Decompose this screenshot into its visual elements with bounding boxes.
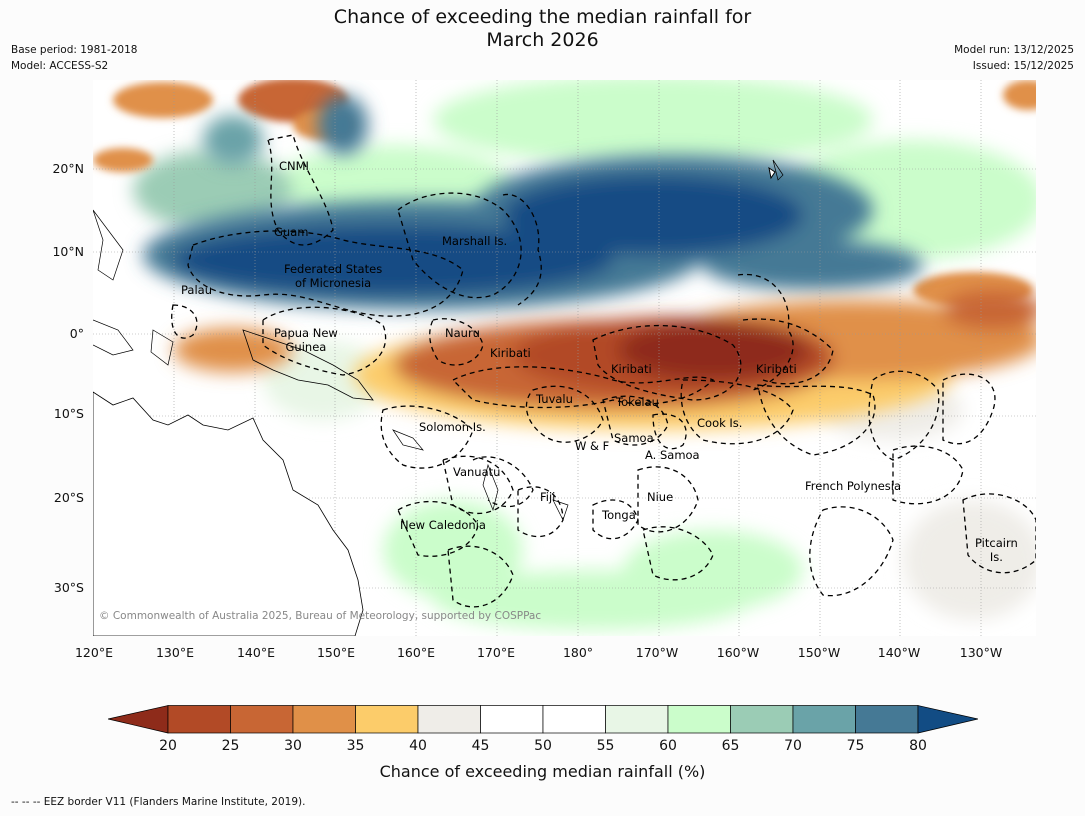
colorbar-extension-high bbox=[917, 705, 978, 734]
region-label-fsm[interactable]: Federated States of Micronesia bbox=[284, 262, 382, 290]
colorbar-tick-label: 55 bbox=[596, 738, 615, 754]
map-graticule bbox=[93, 80, 1036, 636]
colorbar-cell bbox=[792, 705, 856, 734]
lon-label-170e: 170°E bbox=[476, 645, 515, 660]
colorbar-tick-label: 50 bbox=[534, 738, 552, 754]
lon-label-150w: 150°W bbox=[797, 645, 841, 660]
lon-label-130e: 130°E bbox=[155, 645, 194, 660]
colorbar-cell bbox=[542, 705, 606, 734]
colorbar-tick-label: 60 bbox=[659, 738, 677, 754]
lon-label-140w: 140°W bbox=[877, 645, 921, 660]
eez-footnote: -- -- -- EEZ border V11 (Flanders Marine… bbox=[11, 796, 306, 808]
colorbar-cell bbox=[667, 705, 731, 734]
lat-label-10n: 10°N bbox=[52, 244, 84, 259]
colorbar-tick-label: 35 bbox=[346, 738, 365, 754]
colorbar-cell bbox=[230, 705, 294, 734]
australia-coastline bbox=[93, 391, 364, 636]
map-field-dry bbox=[173, 290, 1036, 430]
colorbar-cell bbox=[292, 705, 356, 734]
region-label-cnmi[interactable]: CNMI bbox=[279, 159, 309, 173]
region-label-png[interactable]: Papua New Guinea bbox=[274, 326, 338, 354]
region-label-vanuatu[interactable]: Vanuatu bbox=[453, 465, 501, 479]
meta-left: Base period: 1981-2018 Model: ACCESS-S2 bbox=[11, 42, 137, 74]
colorbar-cell bbox=[480, 705, 544, 734]
region-label-kiribati-west[interactable]: Kiribati bbox=[490, 346, 531, 360]
model-run: Model run: 13/12/2025 bbox=[954, 44, 1074, 56]
base-period: Base period: 1981-2018 bbox=[11, 44, 138, 56]
region-label-tuvalu[interactable]: Tuvalu bbox=[536, 392, 573, 406]
lon-label-130w: 130°W bbox=[959, 645, 1003, 660]
lat-label-10s: 10°S bbox=[53, 406, 84, 421]
rainfall-map[interactable] bbox=[93, 80, 1036, 636]
copyright-notice: © Commonwealth of Australia 2025, Bureau… bbox=[99, 610, 542, 622]
colorbar-tick-label: 65 bbox=[721, 738, 740, 754]
colorbar-tick-label: 45 bbox=[471, 738, 490, 754]
colorbar-cell bbox=[605, 705, 669, 734]
lat-label-20s: 20°S bbox=[53, 490, 84, 505]
lat-label-0: 0° bbox=[69, 326, 84, 341]
lon-label-160w: 160°W bbox=[716, 645, 760, 660]
lon-label-170w: 170°W bbox=[635, 645, 679, 660]
region-label-tokelau[interactable]: Tokelau bbox=[616, 395, 659, 409]
region-label-new-caledonia[interactable]: New Caledonia bbox=[400, 518, 486, 532]
lon-label-120e: 120°E bbox=[74, 645, 113, 660]
region-label-marshall[interactable]: Marshall Is. bbox=[442, 234, 508, 248]
model-name: Model: ACCESS-S2 bbox=[11, 60, 109, 72]
region-label-niue[interactable]: Niue bbox=[647, 490, 674, 504]
region-label-samoa[interactable]: Samoa bbox=[614, 431, 654, 445]
colorbar-extension-low bbox=[108, 705, 169, 734]
region-label-american-samoa[interactable]: A. Samoa bbox=[645, 448, 700, 462]
region-label-wallis-futuna[interactable]: W & F bbox=[575, 439, 610, 453]
eez-borders[interactable] bbox=[171, 134, 1036, 608]
lat-label-20n: 20°N bbox=[52, 161, 84, 176]
colorbar-cell bbox=[855, 705, 919, 734]
region-label-kiribati-central[interactable]: Kiribati bbox=[611, 362, 652, 376]
map-title-line1: Chance of exceeding the median rainfall … bbox=[333, 6, 752, 28]
new-guinea-coastline bbox=[242, 329, 374, 401]
colorbar-tick-label: 80 bbox=[909, 738, 927, 754]
colorbar-cell bbox=[355, 705, 419, 734]
lat-label-30s: 30°S bbox=[53, 580, 84, 595]
region-label-png-line1: Papua New bbox=[274, 326, 338, 340]
region-label-fsm-line1: Federated States bbox=[284, 262, 383, 276]
colorbar-tick-label: 30 bbox=[284, 738, 302, 754]
region-label-tonga[interactable]: Tonga bbox=[602, 508, 636, 522]
map-title: Chance of exceeding the median rainfall … bbox=[0, 6, 1085, 52]
hawaii-coastline bbox=[768, 166, 776, 180]
region-label-fiji[interactable]: Fiji bbox=[540, 490, 556, 504]
region-label-guam[interactable]: Guam bbox=[274, 225, 309, 239]
colorbar-tick-label: 70 bbox=[784, 738, 802, 754]
colorbar-tick-label: 75 bbox=[846, 738, 865, 754]
colorbar-tick-label: 25 bbox=[221, 738, 240, 754]
lon-label-150e: 150°E bbox=[316, 645, 355, 660]
region-label-fsm-line2: of Micronesia bbox=[294, 276, 372, 290]
region-label-solomon[interactable]: Solomon Is. bbox=[419, 420, 486, 434]
region-label-palau[interactable]: Palau bbox=[181, 283, 212, 297]
map-field-wet bbox=[143, 95, 923, 310]
colorbar-title: Chance of exceeding median rainfall (%) bbox=[379, 762, 706, 781]
region-label-pitcairn[interactable]: Pitcairn Is. bbox=[975, 536, 1018, 564]
lon-label-160e: 160°E bbox=[396, 645, 435, 660]
issued-date: Issued: 15/12/2025 bbox=[972, 60, 1074, 72]
colorbar-cell bbox=[730, 705, 794, 734]
colorbar bbox=[108, 705, 978, 734]
region-label-png-line2: Guinea bbox=[285, 340, 327, 354]
map-canvas bbox=[93, 80, 1036, 636]
meta-right: Model run: 13/12/2025 Issued: 15/12/2025 bbox=[954, 42, 1074, 74]
colorbar-cell bbox=[417, 705, 481, 734]
lon-label-180: 180° bbox=[562, 645, 594, 660]
colorbar-cell bbox=[167, 705, 231, 734]
region-label-pitcairn-line2: Is. bbox=[989, 550, 1003, 564]
colorbar-tick-label: 20 bbox=[159, 738, 177, 754]
region-label-kiribati-east[interactable]: Kiribati bbox=[756, 362, 797, 376]
region-label-french-polynesia[interactable]: French Polynesia bbox=[805, 479, 902, 493]
lon-label-140e: 140°E bbox=[236, 645, 275, 660]
region-label-cook-islands[interactable]: Cook Is. bbox=[697, 416, 743, 430]
map-title-line2: March 2026 bbox=[486, 29, 599, 51]
colorbar-tick-label: 40 bbox=[409, 738, 427, 754]
islands-coastline bbox=[93, 159, 784, 521]
region-label-pitcairn-line1: Pitcairn bbox=[975, 536, 1018, 550]
region-label-nauru[interactable]: Nauru bbox=[445, 326, 480, 340]
